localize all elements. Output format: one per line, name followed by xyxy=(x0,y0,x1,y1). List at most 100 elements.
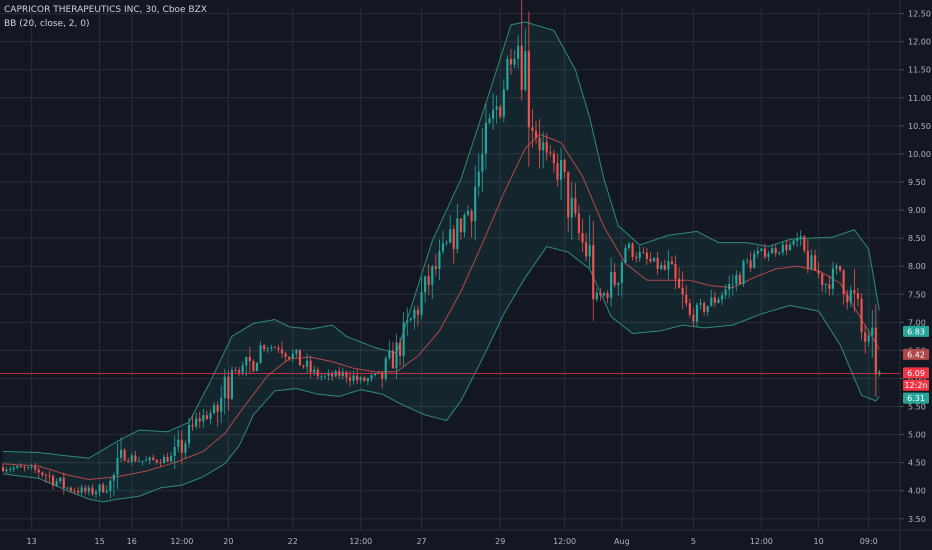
price-tick-label: 4.00 xyxy=(908,487,926,496)
candle-body xyxy=(30,466,33,468)
candle-body xyxy=(445,242,448,244)
candle-body xyxy=(767,253,770,257)
candle-body xyxy=(409,318,412,321)
candle-body xyxy=(205,415,208,420)
candle-body xyxy=(388,350,391,359)
price-tick-label: 8.00 xyxy=(908,262,926,271)
candle-body xyxy=(320,375,323,377)
candle-body xyxy=(363,377,366,381)
candle-body xyxy=(756,250,759,254)
candle-body xyxy=(220,397,223,412)
candle-body xyxy=(69,487,73,491)
candle-body xyxy=(602,293,606,296)
candle-body xyxy=(592,244,595,300)
candle-body xyxy=(245,356,248,366)
price-tick-label: 6.00 xyxy=(908,374,926,383)
time-tick-label: 09:0 xyxy=(860,537,878,546)
time-axis[interactable]: 13 15 16 12:00 20 22 12:00 27 29 12:00 Aug 5 12:00 10… xyxy=(0,529,932,546)
price-tag-label: 12:2n xyxy=(904,381,927,390)
price-tick-label: 4.50 xyxy=(908,459,926,468)
candle-body xyxy=(105,491,108,493)
candle-body xyxy=(760,248,763,251)
candle-body xyxy=(542,142,545,151)
candle-body xyxy=(77,490,80,493)
candle-body xyxy=(166,456,169,462)
time-tick-label: 5 xyxy=(691,537,696,546)
candle-body xyxy=(109,480,112,492)
candle-body xyxy=(720,295,724,300)
price-tick-label: 10.00 xyxy=(908,150,931,159)
candle-body xyxy=(345,371,348,378)
candle-body xyxy=(481,153,484,172)
candle-body xyxy=(309,360,312,373)
price-tick-label: 5.00 xyxy=(908,431,926,440)
candle-body xyxy=(137,460,141,462)
candle-body xyxy=(506,58,509,90)
bb-lower-band xyxy=(2,245,880,503)
candle-body xyxy=(177,439,180,447)
candle-body xyxy=(159,462,162,464)
bb-upper-band xyxy=(2,21,880,459)
candle-body xyxy=(627,243,631,249)
candle-body xyxy=(771,248,774,254)
candle-body xyxy=(792,240,795,245)
candle-body xyxy=(570,197,573,218)
candle-body xyxy=(62,477,65,488)
candle-body xyxy=(463,214,466,233)
candle-body xyxy=(821,273,824,286)
candle-body xyxy=(699,303,702,305)
candle-body xyxy=(305,360,309,367)
candle-body xyxy=(660,265,663,269)
candle-body xyxy=(341,371,344,377)
candle-body xyxy=(270,347,273,349)
candle-body xyxy=(856,293,860,299)
price-tag xyxy=(903,348,929,360)
candle-body xyxy=(517,45,520,59)
candle-body xyxy=(534,130,538,138)
candle-body xyxy=(466,211,470,215)
candle-body xyxy=(52,476,55,486)
candle-body xyxy=(431,266,434,285)
candle-body xyxy=(145,460,148,462)
price-axis[interactable]: 3.504.004.505.005.506.006.507.007.508.00… xyxy=(899,0,931,550)
candle-body xyxy=(241,365,244,373)
candle-body xyxy=(316,369,319,377)
candle-body xyxy=(230,369,234,399)
price-tick-label: 12.50 xyxy=(908,10,931,19)
candle-body xyxy=(842,270,845,295)
candle-body xyxy=(738,274,741,285)
candle-body xyxy=(273,347,276,349)
candle-body xyxy=(9,469,12,470)
candle-body xyxy=(266,348,269,350)
price-tag-label: 6.42 xyxy=(907,350,925,359)
candle-body xyxy=(724,289,727,296)
candle-body xyxy=(373,373,377,376)
candle-body xyxy=(12,467,15,470)
candle-body xyxy=(291,353,294,359)
candle-body xyxy=(212,405,216,414)
candle-body xyxy=(538,137,541,151)
candle-body xyxy=(867,335,870,342)
candle-body xyxy=(742,260,745,285)
candle-body xyxy=(563,159,566,172)
candle-body xyxy=(384,358,387,379)
candle-body xyxy=(459,218,462,233)
candle-body xyxy=(402,322,405,356)
candle-body xyxy=(706,306,709,312)
candle-body xyxy=(313,369,316,373)
price-tick-label: 5.50 xyxy=(908,403,926,412)
price-tag xyxy=(903,392,929,404)
indicator-title[interactable]: BB (20, close, 2, 0) xyxy=(4,19,90,29)
time-tick-label: Aug xyxy=(614,537,630,546)
candle-body xyxy=(348,377,352,381)
candle-body xyxy=(749,260,752,269)
candle-body xyxy=(413,309,416,319)
candle-body xyxy=(585,242,588,257)
candle-body xyxy=(667,261,670,270)
candle-body xyxy=(195,418,198,427)
candle-body xyxy=(209,413,212,420)
bollinger-bands xyxy=(2,21,880,503)
candle-body xyxy=(695,304,699,322)
candle-body xyxy=(824,284,827,286)
